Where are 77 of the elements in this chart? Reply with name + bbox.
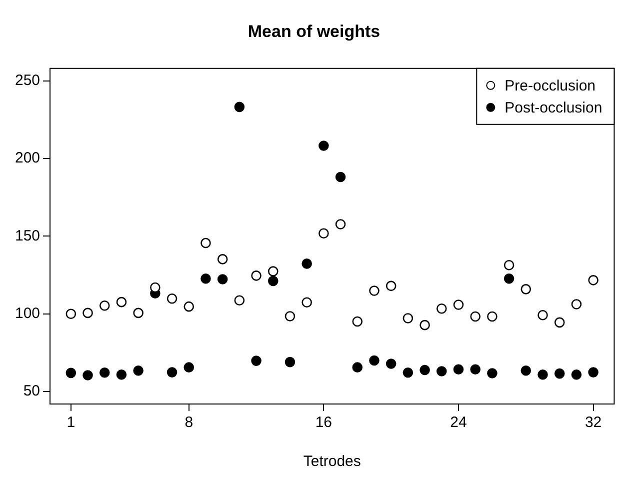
point bbox=[453, 300, 464, 310]
point bbox=[520, 365, 532, 376]
point bbox=[217, 274, 228, 284]
point bbox=[318, 140, 329, 151]
point bbox=[268, 276, 278, 286]
point bbox=[66, 368, 76, 378]
point bbox=[487, 311, 498, 322]
point bbox=[318, 228, 329, 239]
point bbox=[166, 367, 178, 378]
point bbox=[284, 311, 296, 322]
point bbox=[133, 365, 144, 376]
point bbox=[588, 275, 598, 286]
legend-label: Pre-occlusion bbox=[504, 78, 596, 95]
point bbox=[82, 370, 93, 380]
point bbox=[487, 368, 498, 378]
point bbox=[234, 295, 245, 306]
point bbox=[335, 219, 346, 230]
point bbox=[504, 260, 514, 270]
point bbox=[150, 282, 160, 293]
point bbox=[352, 362, 363, 372]
point bbox=[420, 320, 430, 330]
y-tick-label: 250 bbox=[14, 72, 40, 89]
point bbox=[302, 297, 312, 308]
point bbox=[82, 308, 93, 318]
point bbox=[436, 366, 447, 376]
point bbox=[184, 362, 194, 372]
point bbox=[571, 299, 582, 310]
point bbox=[116, 369, 127, 380]
point bbox=[538, 369, 548, 380]
point bbox=[369, 286, 380, 296]
point bbox=[251, 270, 262, 281]
point bbox=[99, 367, 110, 378]
y-tick-label: 200 bbox=[14, 150, 40, 167]
y-tick-label: 100 bbox=[14, 305, 40, 322]
point bbox=[352, 316, 363, 327]
point bbox=[470, 364, 480, 375]
y-tick-label: 150 bbox=[14, 227, 40, 244]
y-tick-label: 50 bbox=[23, 382, 40, 400]
x-tick-label: 32 bbox=[584, 414, 602, 432]
point bbox=[66, 308, 76, 320]
point bbox=[386, 358, 396, 369]
x-tick-label: 8 bbox=[184, 414, 194, 432]
point bbox=[200, 273, 211, 284]
point bbox=[520, 284, 532, 294]
point bbox=[504, 273, 514, 284]
chart-title: Mean of weights bbox=[248, 22, 380, 41]
point bbox=[386, 280, 396, 292]
point bbox=[200, 238, 211, 248]
point bbox=[554, 368, 565, 379]
point bbox=[184, 301, 194, 312]
point bbox=[268, 266, 278, 276]
point bbox=[571, 369, 582, 380]
point bbox=[133, 308, 144, 318]
point bbox=[99, 300, 110, 311]
point bbox=[470, 311, 480, 322]
x-tick-label: 1 bbox=[66, 414, 76, 432]
point bbox=[335, 172, 346, 182]
x-tick-label: 16 bbox=[315, 414, 332, 432]
point bbox=[588, 367, 598, 378]
point bbox=[302, 258, 312, 269]
point bbox=[453, 364, 464, 375]
point bbox=[251, 356, 262, 366]
legend-label: Post-occlusion bbox=[504, 100, 602, 117]
point bbox=[217, 254, 228, 264]
point bbox=[234, 102, 245, 112]
point bbox=[116, 296, 127, 308]
point bbox=[436, 303, 447, 314]
point bbox=[420, 364, 430, 376]
point bbox=[369, 355, 380, 366]
point bbox=[554, 317, 565, 328]
point bbox=[284, 356, 296, 368]
point bbox=[538, 310, 548, 320]
point bbox=[402, 313, 414, 324]
point bbox=[402, 367, 414, 378]
point bbox=[166, 294, 178, 304]
x-tick-label: 24 bbox=[450, 414, 467, 432]
x-axis-title: Tetrodes bbox=[303, 453, 361, 470]
